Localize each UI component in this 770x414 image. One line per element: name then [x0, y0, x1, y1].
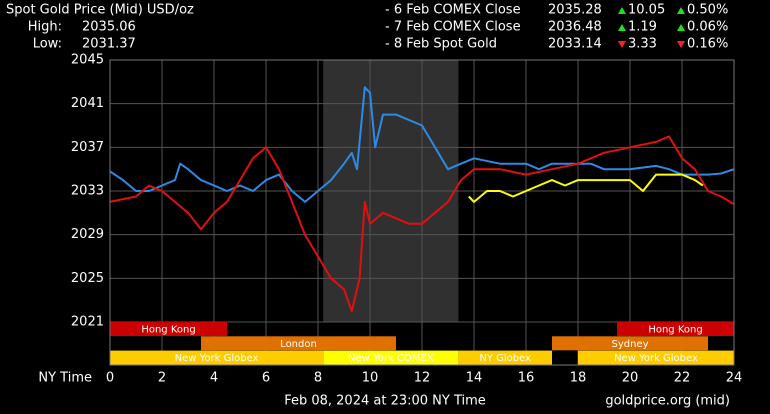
price-line	[109, 135, 735, 313]
y-tick-label: 2041	[71, 96, 104, 111]
chart-title: Spot Gold Price (Mid) USD/oz	[6, 3, 194, 18]
y-tick-label: 2045	[71, 53, 104, 68]
y-tick-label: 2037	[71, 140, 104, 155]
x-tick-label: 16	[518, 371, 535, 386]
session-bar	[617, 322, 734, 336]
legend-name: - 6 Feb COMEX Close	[385, 3, 521, 18]
x-tick-label: 12	[414, 371, 431, 386]
legend-change: 10.05	[628, 3, 665, 18]
legend-price: 2036.48	[548, 20, 602, 35]
x-tick-label: 6	[262, 371, 270, 386]
change-arrow	[677, 41, 685, 48]
x-tick-label: 0	[106, 371, 114, 386]
x-tick-label: 8	[314, 371, 322, 386]
price-line	[109, 86, 735, 203]
session-bar	[110, 350, 324, 365]
change-arrow	[618, 24, 626, 31]
session-label: Hong Kong	[648, 325, 702, 336]
y-tick-label: 2029	[71, 227, 104, 242]
session-bar	[552, 336, 708, 351]
legend-name: - 7 Feb COMEX Close	[385, 20, 521, 35]
x-tick-label: 4	[210, 371, 218, 386]
legend-change-pct: 0.06%	[687, 20, 728, 35]
legend-change-pct: 0.16%	[687, 37, 728, 52]
session-label: Hong Kong	[141, 325, 195, 336]
x-axis-label: NY Time	[38, 371, 92, 386]
session-bar	[578, 350, 734, 365]
change-arrow	[677, 7, 685, 14]
legend-price: 2033.14	[548, 37, 602, 52]
session-bar	[323, 350, 459, 365]
y-tick-label: 2021	[71, 315, 104, 330]
session-bar	[201, 336, 396, 351]
legend-change: 3.33	[628, 37, 657, 52]
y-tick-label: 2033	[71, 184, 104, 199]
legend-price: 2035.28	[548, 3, 602, 18]
stat-value: 2035.06	[82, 20, 136, 35]
stat-label: High:	[28, 20, 62, 35]
change-arrow	[618, 7, 626, 14]
x-tick-label: 14	[466, 371, 483, 386]
session-bar	[458, 350, 552, 365]
session-label: London	[280, 339, 317, 350]
session-label: New York Globex	[175, 353, 259, 364]
change-arrow	[677, 24, 685, 31]
x-tick-label: 24	[726, 371, 743, 386]
footer: Feb 08, 2024 at 23:00 NY Time	[284, 394, 486, 409]
plot-frame	[109, 59, 735, 366]
stat-label: Low:	[33, 37, 62, 52]
source: goldprice.org (mid)	[605, 394, 730, 409]
legend-change-pct: 0.50%	[687, 3, 728, 18]
session-label: Sydney	[611, 339, 648, 350]
x-tick-label: 10	[362, 371, 379, 386]
price-line	[468, 173, 704, 203]
x-tick-label: 2	[158, 371, 166, 386]
session-label: New York Globex	[614, 353, 698, 364]
session-bar	[110, 322, 227, 336]
y-tick-label: 2025	[71, 271, 104, 286]
legend-change: 1.19	[628, 20, 657, 35]
x-tick-label: 18	[570, 371, 587, 386]
x-tick-label: 22	[674, 371, 691, 386]
session-label: NY Globex	[479, 353, 531, 364]
legend-name: - 8 Feb Spot Gold	[385, 37, 497, 52]
x-tick-label: 20	[622, 371, 639, 386]
session-label: New York COMEX	[348, 353, 434, 364]
stat-value: 2031.37	[82, 37, 136, 52]
change-arrow	[618, 41, 626, 48]
